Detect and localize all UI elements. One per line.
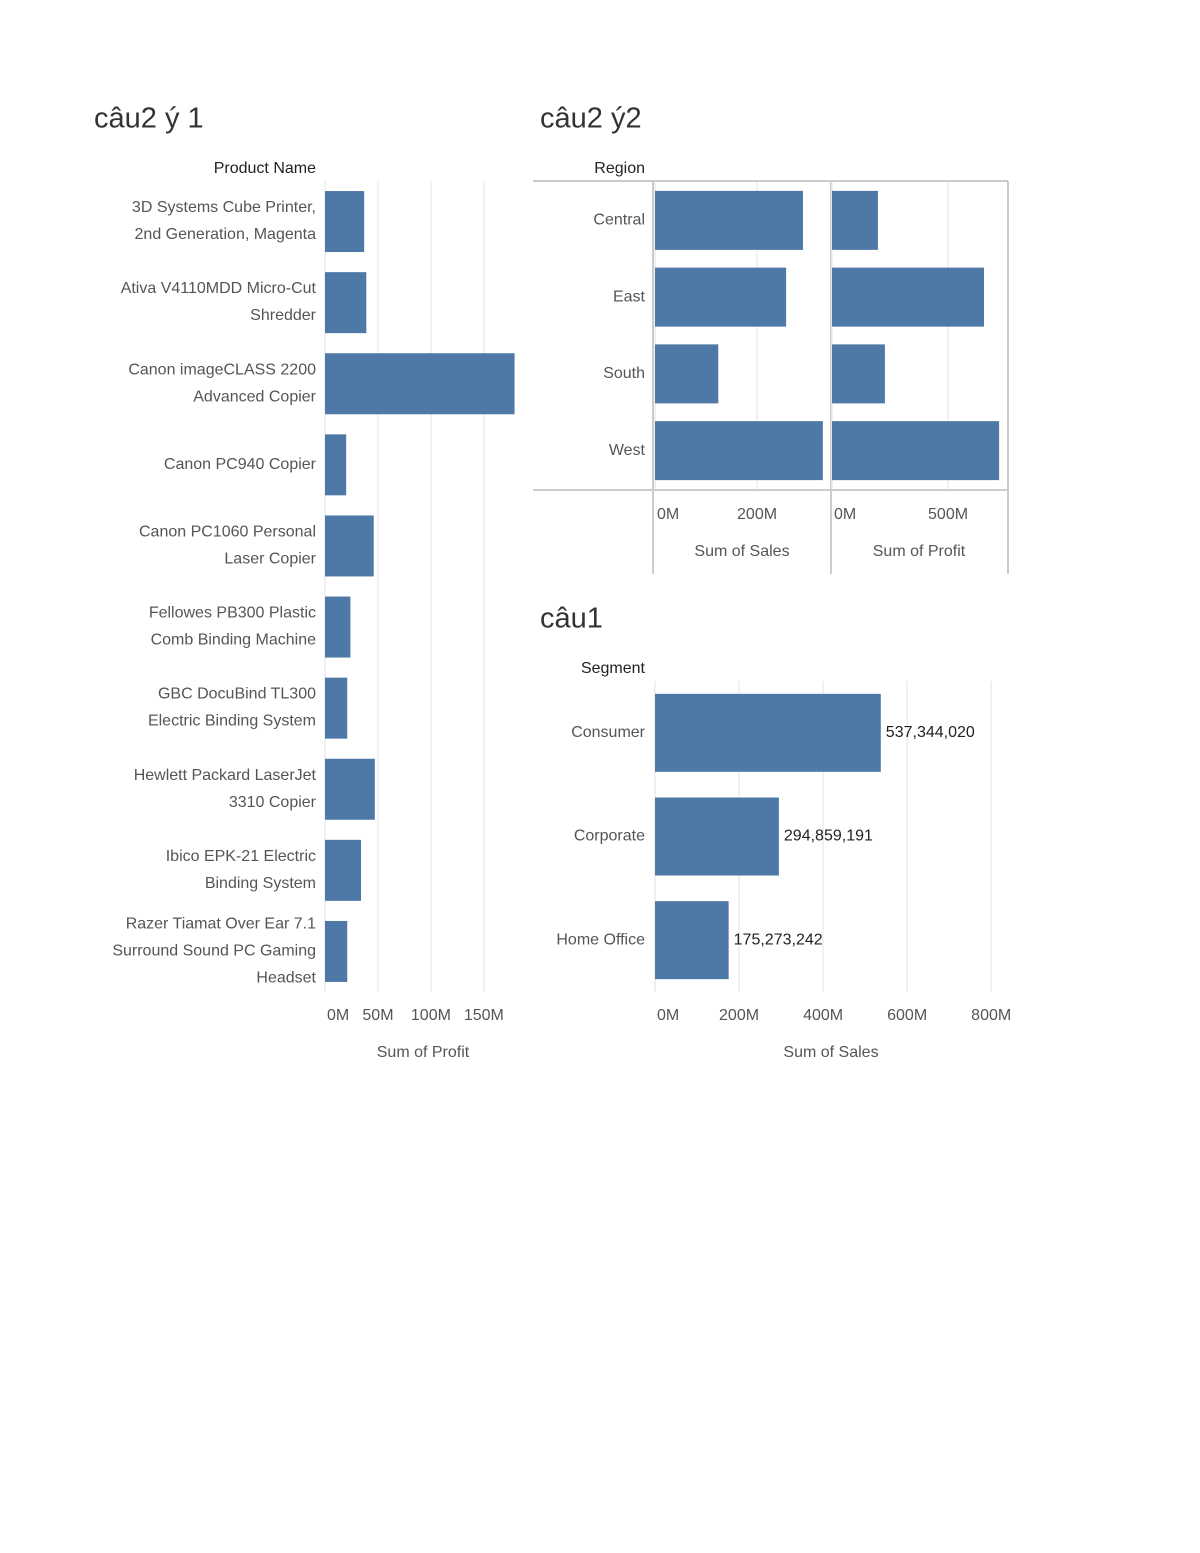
bar — [655, 267, 787, 327]
x-tick-label: 600M — [887, 1007, 927, 1024]
category-label: Fellowes PB300 Plastic Comb Binding Machi… — [149, 605, 316, 649]
category-label: Canon PC940 Copier — [164, 456, 317, 473]
table-frame — [533, 180, 1009, 574]
x-tick-label: 0M — [327, 1007, 349, 1024]
category-label: Ibico EPK-21 Electric Binding System — [166, 848, 316, 892]
x-tick-label: 500M — [928, 506, 968, 523]
category-label: Razer Tiamat Over Ear 7.1 Surround Sound … — [112, 916, 316, 987]
axis-title: Sum of Sales — [694, 543, 789, 560]
category-label: Canon PC1060 Personal Laser Copier — [139, 524, 317, 568]
bar — [832, 344, 885, 404]
bar — [325, 839, 362, 901]
bar — [325, 191, 365, 253]
chart-title: câu2 ý2 — [540, 103, 642, 135]
axis-title: Sum of Profit — [377, 1044, 470, 1061]
x-tick-label: 400M — [803, 1007, 843, 1024]
x-tick-label: 0M — [657, 506, 679, 523]
row-header: Segment — [581, 660, 646, 677]
category-label: 3D Systems Cube Printer, 2nd Generation, … — [132, 199, 316, 243]
category-label: West — [609, 442, 646, 459]
x-tick-label: 0M — [657, 1007, 679, 1024]
chart-title: câu1 — [540, 603, 603, 635]
value-label: 294,859,191 — [784, 828, 873, 845]
chart-title: câu2 ý 1 — [94, 103, 204, 135]
x-tick-label: 100M — [411, 1007, 451, 1024]
category-label: Hewlett Packard LaserJet 3310 Copier — [134, 767, 317, 811]
bar — [325, 272, 367, 334]
value-label: 537,344,020 — [886, 724, 975, 741]
row-header: Product Name — [214, 160, 316, 177]
category-label: Ativa V4110MDD Micro-Cut Shredder — [121, 280, 317, 324]
bar — [325, 677, 348, 739]
bar — [325, 596, 351, 658]
bar — [325, 758, 375, 820]
axis-title: Sum of Profit — [873, 543, 966, 560]
bar — [325, 353, 515, 415]
bar — [325, 920, 348, 982]
bar — [655, 421, 823, 481]
bar — [655, 901, 729, 980]
category-label: GBC DocuBind TL300 Electric Binding Syste… — [148, 686, 316, 730]
bar — [655, 693, 881, 772]
bar — [325, 515, 374, 577]
x-tick-label: 800M — [971, 1007, 1011, 1024]
axis-title: Sum of Sales — [783, 1044, 878, 1061]
x-tick-label: 0M — [834, 506, 856, 523]
x-tick-label: 200M — [737, 506, 777, 523]
category-label: Central — [593, 212, 645, 229]
x-tick-label: 200M — [719, 1007, 759, 1024]
x-tick-label: 50M — [362, 1007, 393, 1024]
bar — [832, 190, 878, 250]
bar — [832, 421, 1000, 481]
bar — [655, 190, 803, 250]
category-label: Canon imageCLASS 2200 Advanced Copier — [128, 361, 316, 405]
value-label: 175,273,242 — [734, 931, 823, 948]
category-label: Corporate — [574, 828, 645, 845]
x-tick-label: 150M — [464, 1007, 504, 1024]
bar — [655, 797, 779, 876]
row-header: Region — [594, 160, 645, 177]
category-label: East — [613, 288, 646, 305]
bar — [325, 434, 347, 496]
bar — [655, 344, 719, 404]
category-label: South — [603, 365, 645, 382]
bar — [832, 267, 985, 327]
category-label: Home Office — [556, 931, 645, 948]
category-label: Consumer — [571, 724, 645, 741]
